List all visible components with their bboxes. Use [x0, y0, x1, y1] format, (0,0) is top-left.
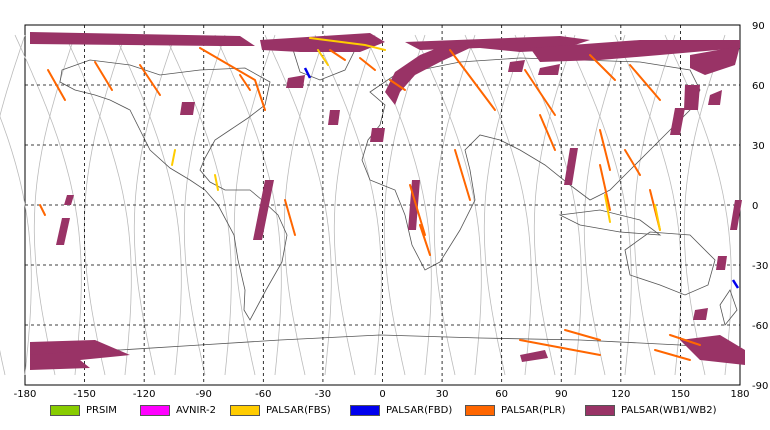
coverage-fbs: [171, 37, 661, 231]
coastlines: [39, 39, 741, 351]
legend-swatch: [465, 404, 495, 416]
longitude-tick-label: -180: [14, 389, 37, 400]
grid: [25, 25, 740, 385]
latitude-tick-label: 0: [752, 201, 758, 212]
legend-item: PALSAR(PLR): [465, 403, 565, 417]
legend-item: PALSAR(WB1/WB2): [585, 403, 717, 417]
coverage-plr: [39, 47, 701, 361]
longitude-tick-label: 180: [730, 389, 749, 400]
legend-swatch: [585, 404, 615, 416]
legend-item: PRSIM: [50, 403, 117, 417]
longitude-tick-label: 30: [436, 389, 449, 400]
latitude-tick-labels: 90 60 30 0 -30 -60 -90: [752, 21, 768, 392]
longitude-tick-label: -150: [73, 389, 96, 400]
legend-swatch: [230, 404, 260, 416]
coverage-map: -180 -150 -120 -90 -60 -30 0 30 60 90 120 150 180 90…: [0, 21, 768, 400]
legend-label: PALSAR(PLR): [501, 404, 566, 416]
legend-label: PRSIM: [86, 404, 117, 416]
longitude-tick-label: 120: [611, 389, 630, 400]
longitude-tick-label: -120: [133, 389, 156, 400]
longitude-tick-label: -90: [196, 389, 212, 400]
legend-item: PALSAR(FBS): [230, 403, 331, 417]
latitude-tick-label: 60: [752, 81, 765, 92]
latitude-tick-label: 90: [752, 21, 765, 32]
longitude-tick-label: 150: [671, 389, 690, 400]
legend-label: PALSAR(WB1/WB2): [621, 404, 717, 416]
orbit-track: [33, 34, 76, 376]
orbit-track: [633, 34, 676, 376]
coverage-fbd: [303, 67, 740, 289]
legend-item: PALSAR(FBD): [350, 403, 452, 417]
orbit-track: [64, 34, 132, 376]
legend-swatch: [140, 404, 170, 416]
legend-item: AVNIR-2: [140, 403, 216, 417]
legend-label: PALSAR(FBD): [386, 404, 453, 416]
longitude-tick-labels: -180 -150 -120 -90 -60 -30 0 30 60 90 120 150 180: [14, 389, 750, 400]
orbit-track: [0, 34, 26, 376]
legend-label: PALSAR(FBS): [266, 404, 331, 416]
longitude-tick-label: 90: [555, 389, 568, 400]
legend-label: AVNIR-2: [176, 404, 216, 416]
legend-swatch: [50, 404, 80, 416]
longitude-tick-label: 60: [495, 389, 508, 400]
orbit-track: [333, 34, 376, 376]
coverage-wb: [30, 32, 745, 370]
legend-swatch: [350, 404, 380, 416]
legend: PRSIM AVNIR-2 PALSAR(FBS) PALSAR(FBD) PALSAR…: [50, 403, 750, 419]
latitude-tick-label: 30: [752, 141, 765, 152]
orbit-track: [483, 34, 526, 376]
latitude-tick-label: -30: [752, 261, 768, 272]
orbit-track: [183, 34, 226, 376]
longitude-tick-label: 0: [379, 389, 385, 400]
latitude-tick-label: -90: [752, 381, 768, 392]
orbit-track: [214, 34, 282, 376]
latitude-tick-label: -60: [752, 321, 768, 332]
longitude-tick-label: -60: [255, 389, 271, 400]
longitude-tick-label: -30: [315, 389, 331, 400]
